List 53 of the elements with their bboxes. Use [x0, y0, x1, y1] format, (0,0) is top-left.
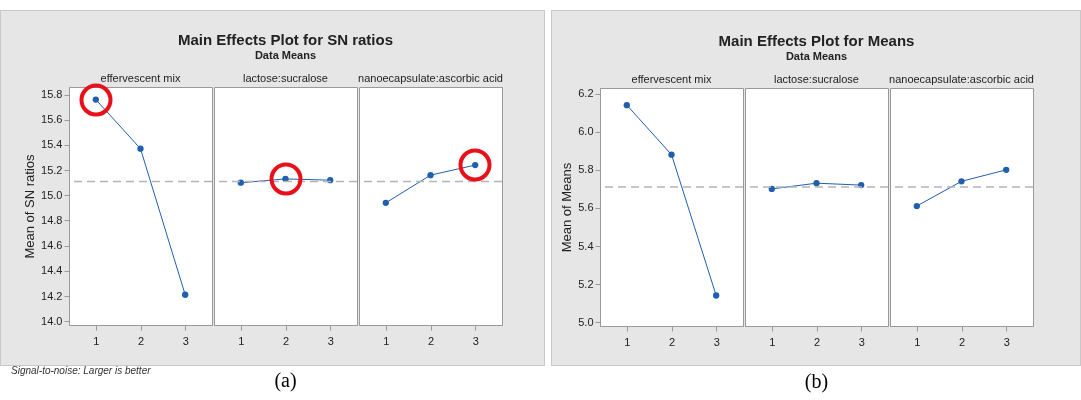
point	[713, 292, 720, 299]
point	[668, 151, 675, 158]
y-tick-label: 15.6	[41, 113, 63, 126]
y-tick-label: 5.8	[578, 163, 594, 176]
x-axis-title: lactose:sucralose	[774, 73, 859, 85]
x-axis-title: effervescent mix	[631, 72, 712, 85]
x-axis-title: nanoecapsulate:ascorbic acid	[358, 72, 503, 84]
y-tick-label: 14.0	[41, 314, 63, 327]
x-tick-label: 1	[383, 334, 390, 347]
chart-subtitle: Data Means	[785, 50, 848, 62]
x-tick-label: 3	[472, 334, 479, 347]
y-axis-title: Mean of SN ratios	[22, 153, 38, 259]
x-tick-label: 3	[1003, 335, 1010, 348]
x-tick-label: 1	[238, 334, 245, 347]
y-tick-label: 15.8	[41, 88, 63, 101]
y-tick-label: 6.0	[578, 125, 594, 138]
y-tick-label: 15.4	[41, 138, 63, 151]
x-tick-label: 1	[93, 334, 100, 347]
y-tick-label: 14.8	[41, 213, 63, 226]
x-tick-label: 3	[327, 334, 334, 347]
y-tick-label: 14.2	[41, 289, 63, 302]
chart-title: Main Effects Plot for SN ratios	[177, 31, 394, 48]
y-tick-label: 5.4	[578, 239, 594, 252]
text: (a)	[274, 369, 297, 392]
x-tick-label: 2	[427, 334, 435, 347]
y-tick-label: 6.2	[578, 87, 594, 100]
y-axis-title: Mean of Means	[559, 162, 575, 253]
y-tick-label: 5.2	[578, 277, 594, 290]
text: Signal-to-noise: Larger is better	[11, 365, 151, 376]
x-axis-title: effervescent mix	[100, 72, 181, 84]
x-tick-label: 3	[858, 335, 865, 348]
x-axis-title: nanoecapsulate:ascorbic acid	[889, 73, 1034, 85]
x-tick-label: 2	[813, 335, 821, 348]
chart-title: Main Effects Plot for Means	[718, 32, 915, 49]
text: (b)	[804, 370, 829, 393]
x-tick-label: 2	[668, 335, 676, 348]
y-tick-label: 5.0	[578, 315, 594, 328]
chart-subtitle: Data Means	[254, 49, 317, 61]
y-tick-label: 15.0	[41, 188, 63, 201]
x-tick-label: 1	[769, 335, 776, 348]
y-tick-label: 5.6	[578, 201, 594, 214]
y-tick-label: 14.4	[41, 264, 63, 277]
y-tick-label: 14.6	[41, 239, 63, 252]
x-tick-label: 2	[958, 335, 966, 348]
point	[623, 101, 630, 109]
x-tick-label: 2	[137, 334, 145, 347]
x-tick-label: 3	[182, 334, 189, 347]
x-tick-label: 2	[282, 334, 290, 347]
x-tick-label: 3	[713, 335, 720, 348]
x-tick-label: 1	[624, 335, 631, 348]
x-tick-label: 1	[914, 335, 921, 348]
x-axis-title: lactose:sucralose	[243, 72, 328, 84]
y-tick-label: 15.2	[41, 163, 63, 176]
